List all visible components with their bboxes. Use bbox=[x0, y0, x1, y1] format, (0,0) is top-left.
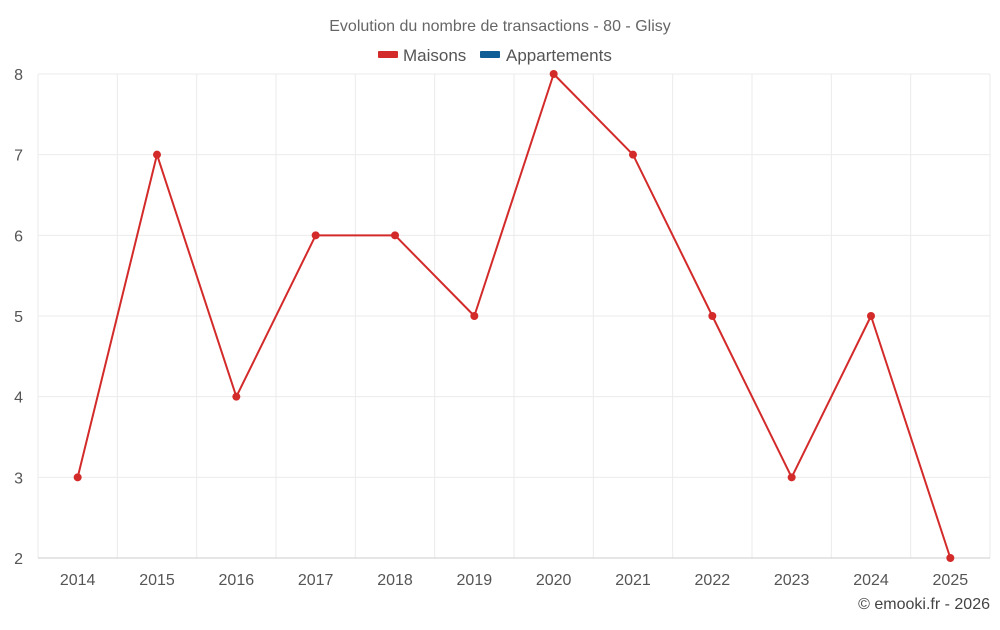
legend-item-maisons[interactable]: Maisons bbox=[378, 46, 466, 65]
legend-label-appartements: Appartements bbox=[506, 46, 612, 65]
data-point[interactable] bbox=[708, 312, 717, 320]
x-tick-label: 2023 bbox=[774, 572, 810, 589]
y-tick-label: 6 bbox=[14, 228, 23, 245]
legend-swatch-maisons bbox=[378, 51, 398, 58]
y-tick-label: 3 bbox=[14, 470, 23, 487]
data-point[interactable] bbox=[787, 473, 796, 482]
x-tick-label: 2016 bbox=[219, 572, 255, 589]
data-point[interactable] bbox=[549, 70, 558, 78]
x-tick-label: 2021 bbox=[615, 572, 651, 589]
legend-item-appartements[interactable]: Appartements bbox=[480, 46, 612, 65]
data-point[interactable] bbox=[867, 312, 875, 320]
x-tick-label: 2025 bbox=[933, 572, 969, 589]
y-tick-label: 4 bbox=[14, 390, 23, 407]
credit-text: © emooki.fr - 2026 bbox=[858, 596, 990, 613]
axes: 2 3 4 5 6 7 8 2014 2015 2016 2017 2018 2019 2020 2021 2… bbox=[14, 67, 990, 589]
y-tick-label: 8 bbox=[14, 67, 23, 84]
chart-title: Evolution du nombre de transactions - 80… bbox=[329, 18, 671, 35]
grid bbox=[37, 73, 991, 558]
x-tick-label: 2024 bbox=[853, 572, 889, 589]
y-tick-label: 2 bbox=[14, 551, 23, 568]
x-tick-label: 2019 bbox=[457, 572, 493, 589]
x-tick-label: 2022 bbox=[695, 572, 731, 589]
x-tick-label: 2020 bbox=[536, 572, 572, 589]
data-point[interactable] bbox=[311, 231, 320, 240]
data-point[interactable] bbox=[232, 392, 241, 401]
x-tick-label: 2015 bbox=[139, 572, 175, 589]
legend-swatch-appartements bbox=[480, 51, 500, 58]
x-tick-label: 2014 bbox=[60, 572, 96, 589]
x-tick-label: 2017 bbox=[298, 572, 334, 589]
series-line-maisons bbox=[76, 73, 952, 559]
y-tick-label: 5 bbox=[14, 309, 23, 326]
data-point[interactable] bbox=[153, 150, 161, 159]
data-point[interactable] bbox=[946, 554, 955, 562]
series-maisons bbox=[73, 70, 955, 562]
legend-label-maisons: Maisons bbox=[403, 46, 466, 65]
data-point[interactable] bbox=[629, 150, 637, 159]
data-point[interactable] bbox=[470, 312, 479, 320]
data-point[interactable] bbox=[73, 473, 82, 482]
legend: Maisons Appartements bbox=[378, 46, 612, 65]
x-tick-label: 2018 bbox=[377, 572, 413, 589]
data-point[interactable] bbox=[391, 231, 399, 240]
y-tick-label: 7 bbox=[14, 148, 23, 165]
